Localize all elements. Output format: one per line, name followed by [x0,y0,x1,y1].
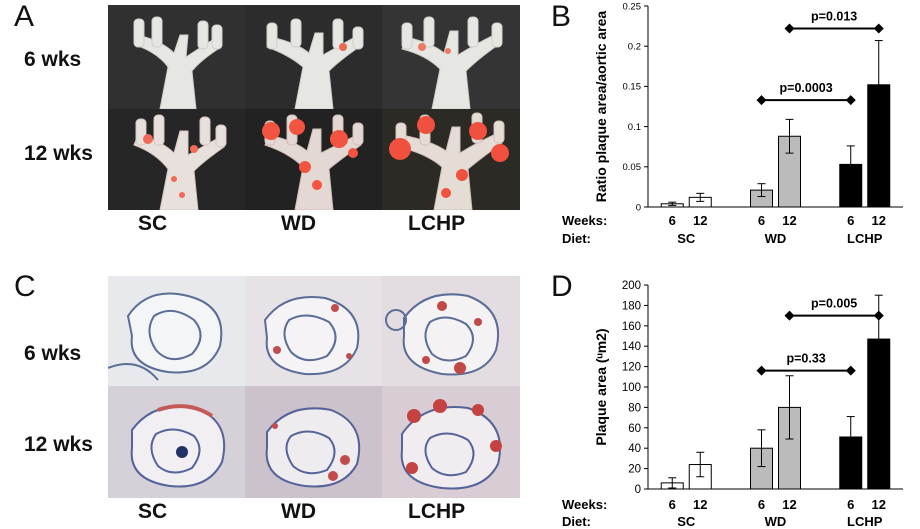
y-tick-label-d: 0 [635,484,641,496]
diet-row-label-b: Diet: [562,231,591,246]
aorta-photo-lchp-12wks [382,109,520,210]
week-label-d: 12 [693,497,707,512]
aorta-photo-lchp-6wks [382,5,520,109]
diet-row-label-d: Diet: [562,514,591,529]
significance-marker-b [845,95,856,106]
diet-label-d: LCHP [847,514,883,529]
y-tick-label-d: 80 [628,402,641,414]
histology-section-sc-6wks [108,276,245,386]
diet-label-d: WD [765,514,787,529]
y-tick-label-d: 120 [622,362,641,374]
significance-marker-b [873,23,884,34]
aorta-photo-wd-6wks [245,5,382,109]
y-tick-label-b: 0.15 [623,82,642,93]
diet-label-wd-c: WD [281,500,316,523]
week-label-d: 6 [758,497,765,512]
diet-label-wd-a: WD [281,212,316,235]
y-tick-label-b: 0.2 [628,42,641,53]
histology-section-lchp-12wks [382,386,520,498]
week-label-b: 12 [782,213,796,228]
row-label-6wks-c: 6 wks [24,342,82,365]
week-label-b: 12 [872,213,886,228]
y-tick-label-d: 60 [628,423,641,435]
panel-label-c: C [14,270,36,303]
significance-marker-d [873,310,884,321]
week-label-d: 6 [669,497,676,512]
y-tick-label-b: 0.25 [623,1,642,12]
aorta-photo-wd-12wks [245,109,382,210]
y-tick-label-d: 100 [622,382,641,394]
y-tick-label-d: 160 [622,321,641,333]
y-axis-title-b: Ratio plaque area/aortic area [593,11,609,203]
chart-d-plaque-area: 0 20 40 60 80 100 120 140 160 180 200 Plaque area (… [562,280,903,529]
p-value-label-d: p=0.33 [786,352,825,366]
significance-marker-d [784,310,795,321]
week-label-b: 6 [758,213,765,228]
diet-label-b: SC [677,231,696,246]
y-axis-title-d: Plaque area (ᵘm2) [593,328,609,445]
panel-label-b: B [551,0,572,33]
y-tick-label-d: 40 [628,443,641,455]
week-label-d: 6 [847,497,854,512]
y-tick-label-b: 0 [636,202,641,213]
diet-label-d: SC [677,514,696,529]
diet-label-sc-a: SC [138,212,168,235]
aorta-photo-sc-6wks [108,5,245,109]
week-label-d: 12 [872,497,886,512]
histology-photo-grid [108,276,520,498]
p-value-label-b: p=0.013 [811,10,857,24]
y-tick-label-d: 200 [622,280,641,292]
p-value-label-b: p=0.0003 [780,81,833,95]
panel-label-d: D [551,270,573,303]
significance-marker-b [756,95,767,106]
y-tick-label-b: 0.1 [628,122,641,133]
diet-label-lchp-a: LCHP [408,212,466,235]
chart-b-plaque-ratio: 0 0.05 0.1 0.15 0.2 0.25 Ratio plaque area/aor… [562,1,903,246]
diet-label-lchp-c: LCHP [408,500,466,523]
p-value-label-d: p=0.005 [811,297,857,311]
diet-label-sc-c: SC [138,500,168,523]
histology-section-wd-6wks [245,276,382,386]
significance-marker-b [784,23,795,34]
week-label-b: 6 [669,213,676,228]
aorta-photo-grid [108,5,520,210]
row-label-6wks-a: 6 wks [24,48,82,71]
histology-section-wd-12wks [245,386,382,498]
weeks-row-label-b: Weeks: [562,213,607,228]
y-tick-label-b: 0.05 [623,162,642,173]
y-tick-label-d: 20 [628,464,641,476]
week-label-b: 6 [847,213,854,228]
histology-section-sc-12wks [108,386,245,498]
row-label-12wks-c: 12 wks [24,433,93,456]
y-tick-label-d: 140 [622,341,641,353]
row-label-12wks-a: 12 wks [24,142,93,165]
diet-label-b: WD [765,231,787,246]
significance-marker-d [756,365,767,376]
weeks-row-label-d: Weeks: [562,497,607,512]
significance-marker-d [845,365,856,376]
week-label-d: 12 [782,497,796,512]
histology-section-lchp-6wks [382,276,520,386]
week-label-b: 12 [693,213,707,228]
diet-label-b: LCHP [847,231,883,246]
panel-label-a: A [14,0,35,33]
y-tick-label-d: 180 [622,300,641,312]
aorta-photo-sc-12wks [108,109,245,210]
